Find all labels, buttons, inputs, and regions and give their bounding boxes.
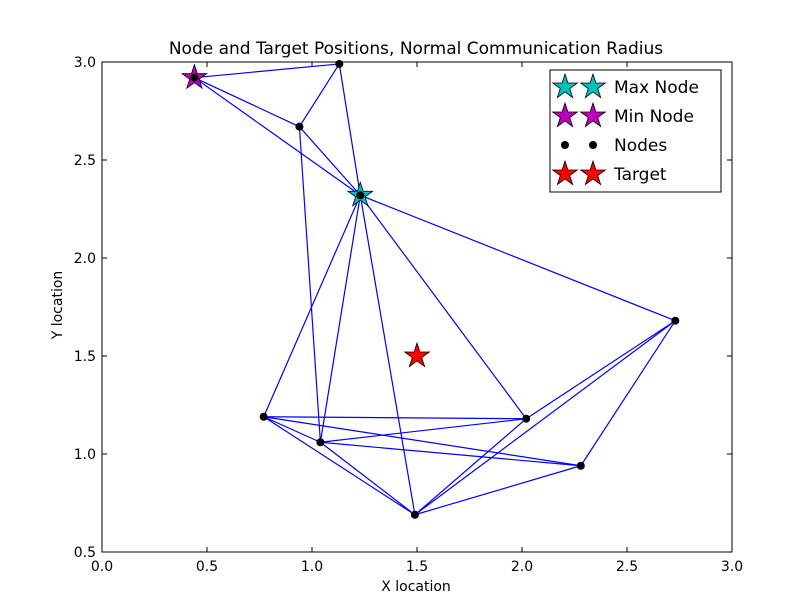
node-point — [356, 191, 365, 200]
x-tick-label: 2.5 — [616, 559, 638, 575]
x-tick-label: 3.0 — [721, 559, 743, 575]
node-point — [410, 510, 419, 519]
edge-line — [194, 77, 361, 196]
y-tick-label: 1.5 — [74, 349, 96, 365]
legend-marker-star — [579, 72, 607, 99]
y-tick-label: 3.0 — [74, 55, 96, 71]
legend-marker-star — [551, 101, 579, 128]
edge-line — [263, 416, 527, 420]
y-tick-label: 0.5 — [74, 545, 96, 561]
edge-line — [338, 63, 361, 196]
plot-area: 0.0 0.5 1.0 1.5 2.0 2.5 3.00.51.01.52.02.53.0M… — [74, 55, 743, 575]
legend-label: Target — [613, 165, 667, 185]
chart-title: Node and Target Positions, Normal Commun… — [169, 39, 663, 59]
y-tick-label: 2.0 — [74, 251, 96, 267]
node-point — [295, 122, 304, 131]
edge-line — [320, 418, 527, 443]
legend-box — [549, 69, 722, 193]
legend-item: Min Node — [551, 101, 694, 128]
y-tick-label: 2.5 — [74, 153, 96, 169]
x-axis-label: X location — [381, 579, 451, 595]
edge-line — [298, 126, 321, 443]
edge-line — [360, 194, 676, 322]
x-tick-label: 1.0 — [301, 559, 323, 575]
edge-line — [298, 63, 340, 128]
x-tick-label: 2.0 — [511, 559, 533, 575]
legend-label: Nodes — [614, 136, 667, 156]
node-point — [335, 59, 344, 68]
node-point — [316, 438, 325, 447]
legend-marker-star — [551, 159, 579, 186]
legend-label: Max Node — [614, 78, 699, 98]
legend-marker-dot — [561, 141, 569, 149]
node-point — [671, 316, 680, 325]
legend-marker-star — [551, 72, 579, 99]
legend-marker-star — [579, 101, 607, 128]
edge-line — [525, 320, 676, 420]
node-point — [576, 461, 585, 470]
edge-line — [414, 418, 527, 516]
y-axis-label: Y location — [50, 271, 66, 341]
edge-line — [319, 195, 361, 443]
node-point — [522, 414, 531, 423]
edge-line — [414, 465, 581, 516]
legend-marker-dot — [589, 141, 597, 149]
target-star — [403, 341, 431, 368]
y-tick-label: 1.0 — [74, 447, 96, 463]
edge-line — [359, 195, 416, 515]
edge-line — [580, 320, 676, 467]
legend-marker-star — [579, 159, 607, 186]
legend-item: Max Node — [551, 72, 699, 99]
node-point — [259, 412, 268, 421]
node-point — [190, 73, 199, 82]
legend-item: Nodes — [561, 136, 667, 156]
edge-line — [263, 195, 361, 417]
edge-line — [263, 416, 581, 467]
edge-line — [320, 441, 581, 467]
edge-line — [359, 194, 527, 420]
legend-label: Min Node — [614, 107, 694, 127]
legend: Max Node Min Node Nodes Target — [549, 69, 722, 193]
edge-line — [194, 77, 300, 128]
x-tick-label: 0.5 — [196, 559, 218, 575]
edge-line — [194, 63, 340, 79]
edge-line — [263, 416, 416, 516]
x-tick-label: 1.5 — [406, 559, 428, 575]
x-tick-label: 0.0 — [91, 559, 113, 575]
legend-item: Target — [551, 159, 667, 186]
edge-line — [414, 320, 676, 516]
edge-line — [298, 126, 361, 196]
edge-line — [263, 416, 321, 443]
edge-line — [320, 441, 416, 516]
